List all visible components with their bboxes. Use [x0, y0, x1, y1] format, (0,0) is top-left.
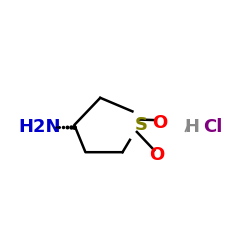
- Text: H: H: [184, 118, 199, 136]
- Text: Cl: Cl: [203, 118, 222, 136]
- Text: O: O: [152, 114, 167, 132]
- Text: H2N: H2N: [18, 118, 61, 136]
- Text: O: O: [150, 146, 165, 164]
- Text: S: S: [134, 116, 147, 134]
